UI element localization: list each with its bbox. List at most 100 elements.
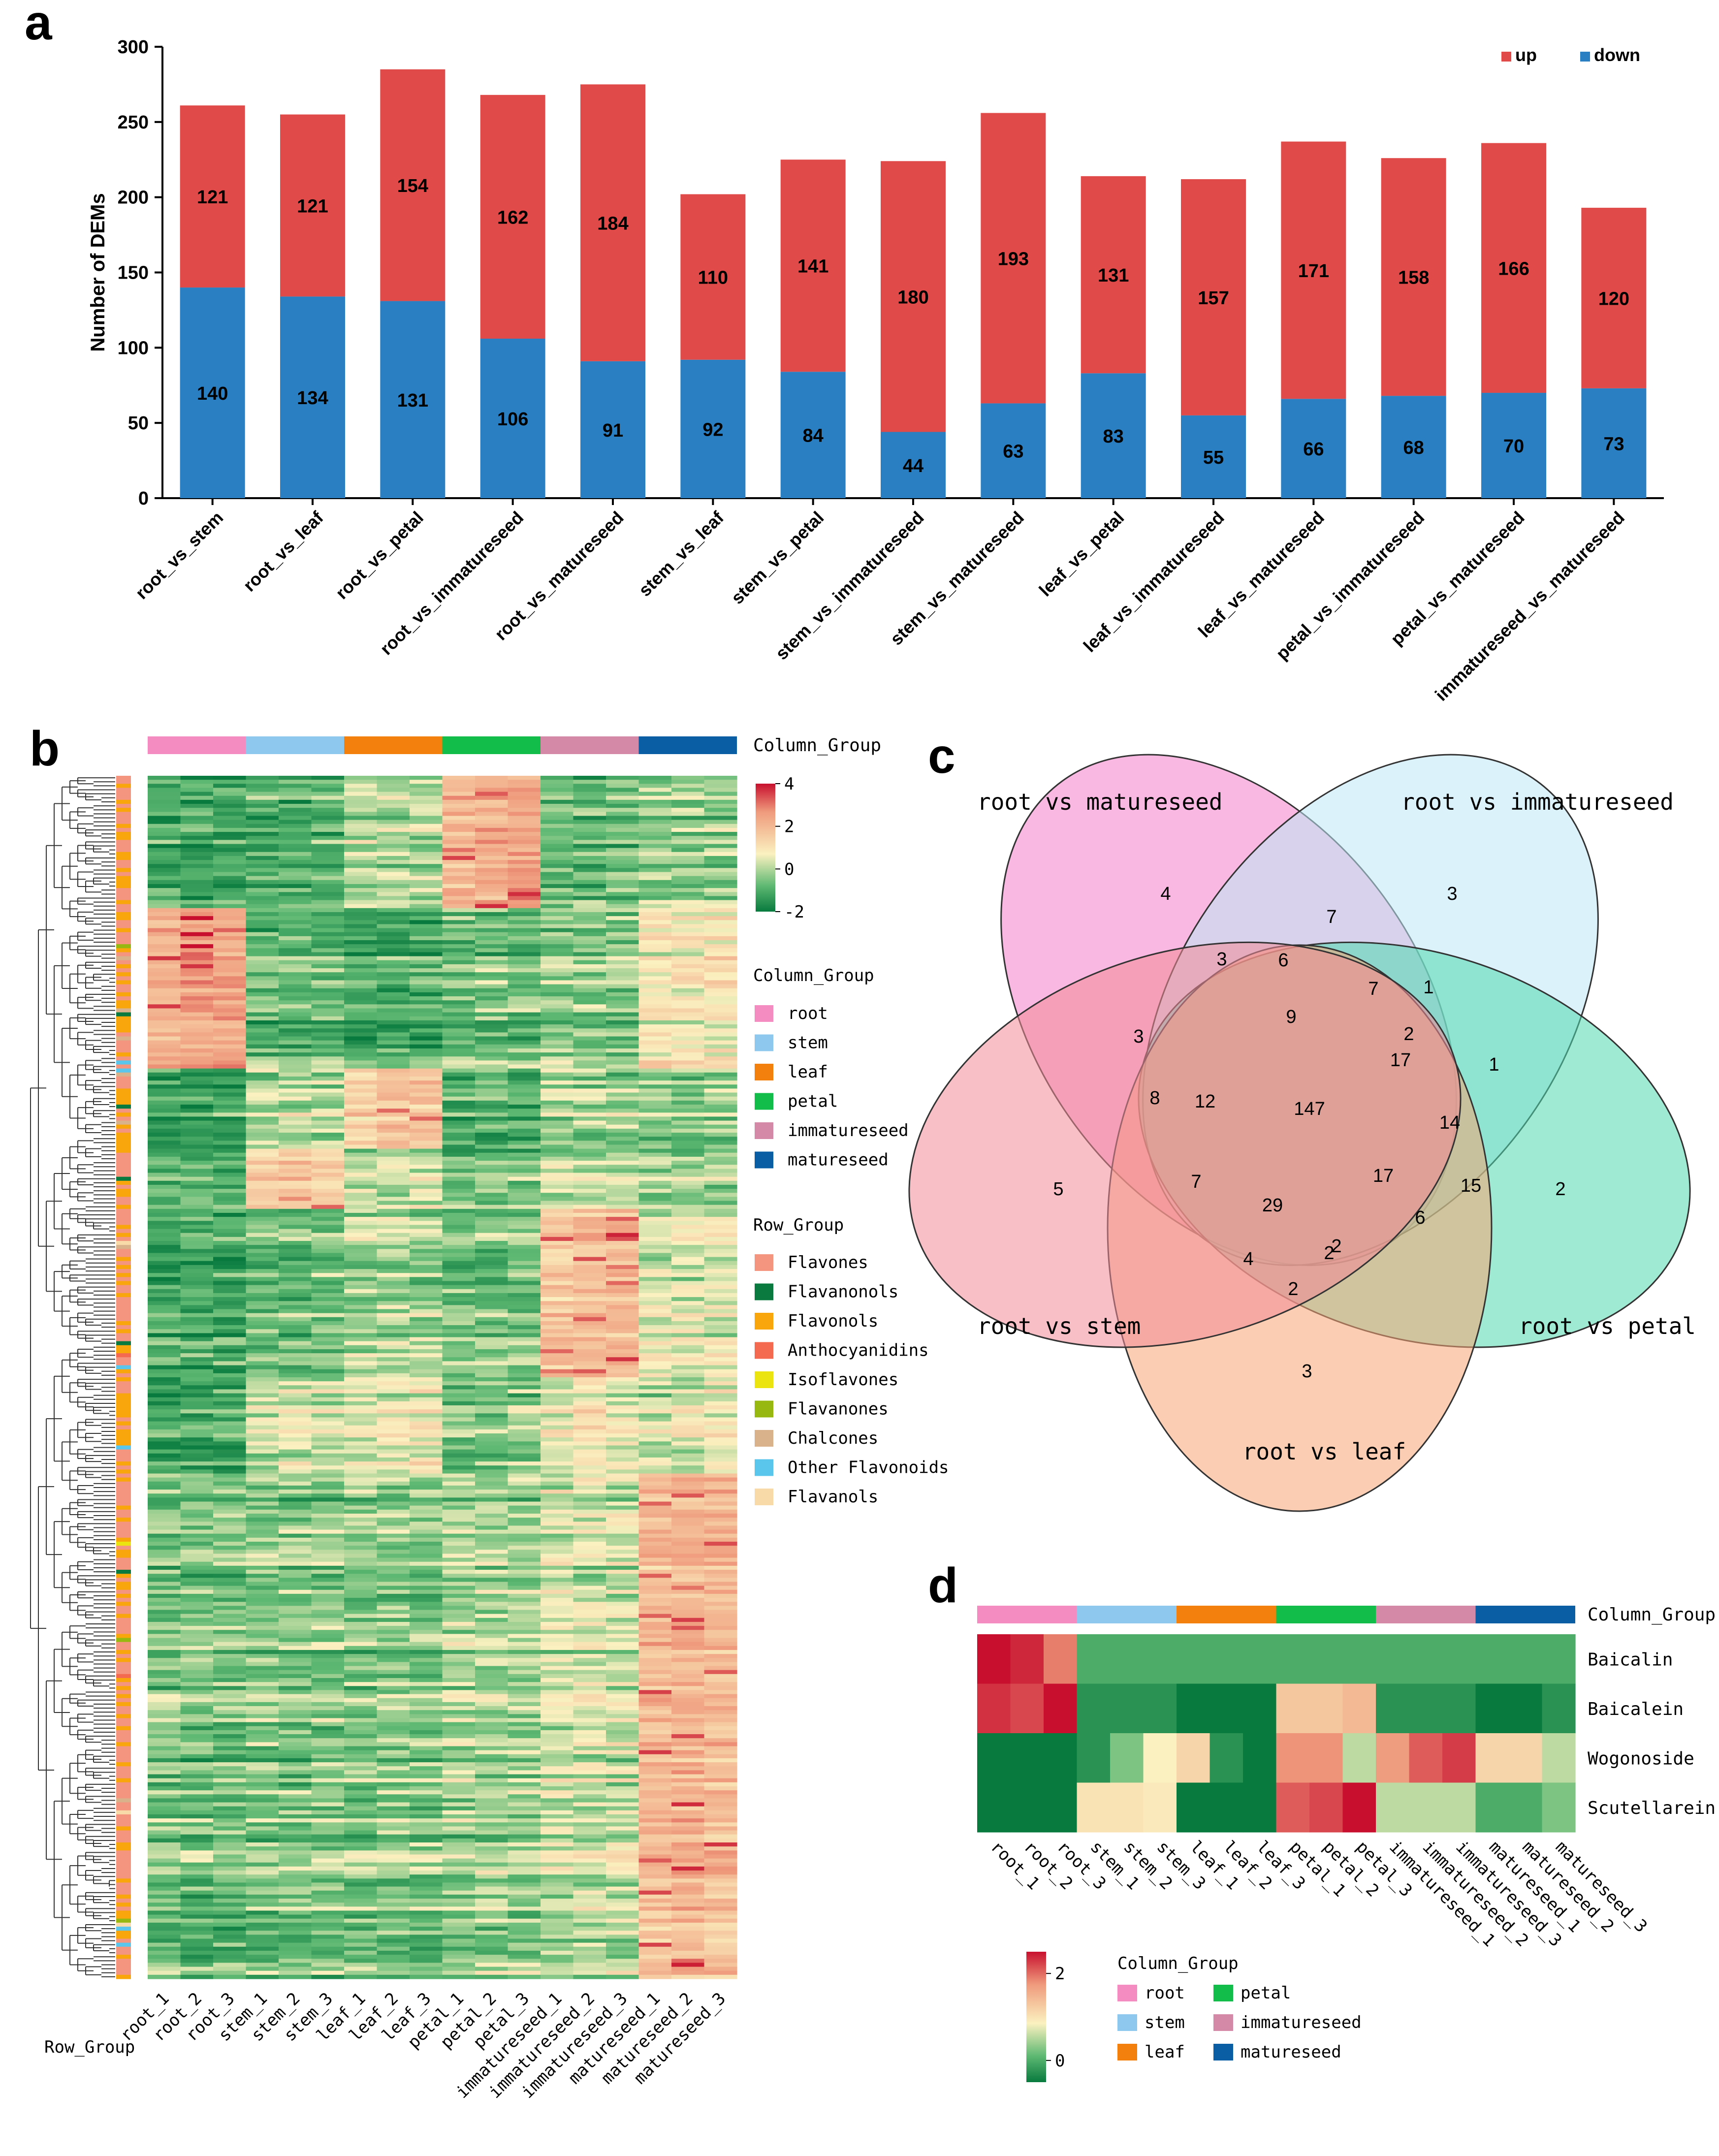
heatmap-cell <box>148 1401 181 1406</box>
heatmap-cell <box>148 1385 181 1390</box>
heatmap-cell <box>442 1453 476 1458</box>
heatmap-cell <box>246 1120 279 1125</box>
heatmap-cell <box>377 892 410 896</box>
heatmap-cell <box>638 1293 672 1298</box>
heatmap-cell <box>180 992 214 997</box>
heatmap-cell <box>344 816 378 821</box>
heatmap-cell <box>213 1237 247 1241</box>
heatmap-cell <box>606 1261 639 1266</box>
heatmap-cell <box>410 812 443 817</box>
heatmap-cell <box>541 1858 574 1863</box>
heatmap-cell <box>606 1674 639 1679</box>
heatmap-cell <box>377 1165 410 1169</box>
heatmap-cell <box>704 984 737 989</box>
heatmap-cell <box>180 1818 214 1823</box>
heatmap-cell <box>508 1722 541 1727</box>
heatmap-cell <box>213 1626 247 1630</box>
heatmap-cell <box>573 1349 606 1354</box>
heatmap-cell <box>541 984 574 989</box>
heatmap-cell <box>279 1706 312 1711</box>
heatmap-cell <box>410 1120 443 1125</box>
heatmap-cell <box>311 1501 345 1506</box>
heatmap-cell <box>442 1309 476 1314</box>
heatmap-cell <box>311 1582 345 1586</box>
heatmap-cell <box>541 1180 574 1185</box>
heatmap-cell <box>279 1614 312 1618</box>
heatmap-cell <box>279 799 312 804</box>
heatmap-cell <box>180 784 214 789</box>
heatmap-cell <box>573 912 606 917</box>
heatmap-cell <box>606 936 639 941</box>
heatmap-cell <box>508 1606 541 1611</box>
heatmap-cell <box>671 1313 705 1318</box>
heatmap-cell <box>671 1537 705 1542</box>
heatmap-cell <box>213 1686 247 1691</box>
heatmap-cell <box>573 1518 606 1522</box>
heatmap-cell <box>704 1822 737 1827</box>
heatmap-cell <box>180 1802 214 1807</box>
heatmap-cell <box>344 820 378 824</box>
heatmap-cell <box>344 1080 378 1085</box>
heatmap-cell <box>508 1461 541 1466</box>
heatmap-cell <box>410 928 443 933</box>
heatmap-cell <box>475 1124 509 1129</box>
heatmap-cell <box>377 920 410 925</box>
heatmap-cell <box>442 1630 476 1634</box>
heatmap-cell <box>148 968 181 973</box>
heatmap-cell <box>148 1858 181 1863</box>
heatmap-cell <box>213 1730 247 1735</box>
heatmap-cell <box>180 1750 214 1755</box>
heatmap-cell <box>606 1854 639 1859</box>
heatmap-cell <box>475 992 509 997</box>
heatmap-cell <box>213 1574 247 1578</box>
heatmap-cell <box>148 1169 181 1173</box>
heatmap-cell <box>442 1249 476 1254</box>
heatmap-cell <box>442 836 476 840</box>
bar-up-label: 121 <box>297 196 328 217</box>
heatmap-cell <box>606 1585 639 1590</box>
heatmap-cell <box>606 1630 639 1634</box>
heatmap-cell <box>606 1092 639 1097</box>
heatmap-cell <box>148 1072 181 1077</box>
heatmap-cell <box>475 1189 509 1193</box>
heatmap-cell <box>704 1144 737 1149</box>
heatmap-cell <box>377 1702 410 1707</box>
heatmap-cell <box>606 1088 639 1093</box>
heatmap-cell <box>638 1529 672 1534</box>
heatmap-cell <box>573 1766 606 1771</box>
heatmap-cell <box>213 788 247 793</box>
heatmap-cell <box>704 876 737 881</box>
heatmap-cell <box>410 1197 443 1202</box>
heatmap-cell <box>246 1758 279 1763</box>
heatmap-cell <box>573 1341 606 1346</box>
heatmap-cell <box>377 1433 410 1438</box>
heatmap-cell <box>638 1165 672 1169</box>
heatmap-cell <box>671 1345 705 1350</box>
heatmap-cell <box>475 1052 509 1057</box>
heatmap-cell <box>377 1461 410 1466</box>
heatmap-cell <box>638 1606 672 1611</box>
heatmap-cell <box>311 1261 345 1266</box>
heatmap-cell <box>410 1682 443 1686</box>
heatmap-cell <box>606 1329 639 1333</box>
heatmap-cell <box>148 1437 181 1442</box>
heatmap-cell <box>344 1646 378 1650</box>
heatmap-cell <box>148 952 181 957</box>
heatmap-cell <box>279 1036 312 1041</box>
heatmap-cell <box>344 1349 378 1354</box>
heatmap-cell <box>508 1630 541 1634</box>
heatmap-cell <box>508 1080 541 1085</box>
heatmap-cell <box>606 1626 639 1630</box>
heatmap-cell <box>246 920 279 925</box>
heatmap-cell <box>410 1626 443 1630</box>
heatmap-cell <box>148 1445 181 1450</box>
heatmap-cell <box>344 1457 378 1462</box>
heatmap-cell <box>671 1770 705 1775</box>
heatmap-cell <box>311 1842 345 1847</box>
heatmap-cell <box>311 1084 345 1089</box>
heatmap-cell <box>180 1682 214 1686</box>
x-tick-label: stem_vs_petal <box>727 507 828 608</box>
heatmap-cell <box>508 1481 541 1486</box>
heatmap-cell <box>573 1036 606 1041</box>
heatmap-cell <box>410 1156 443 1161</box>
